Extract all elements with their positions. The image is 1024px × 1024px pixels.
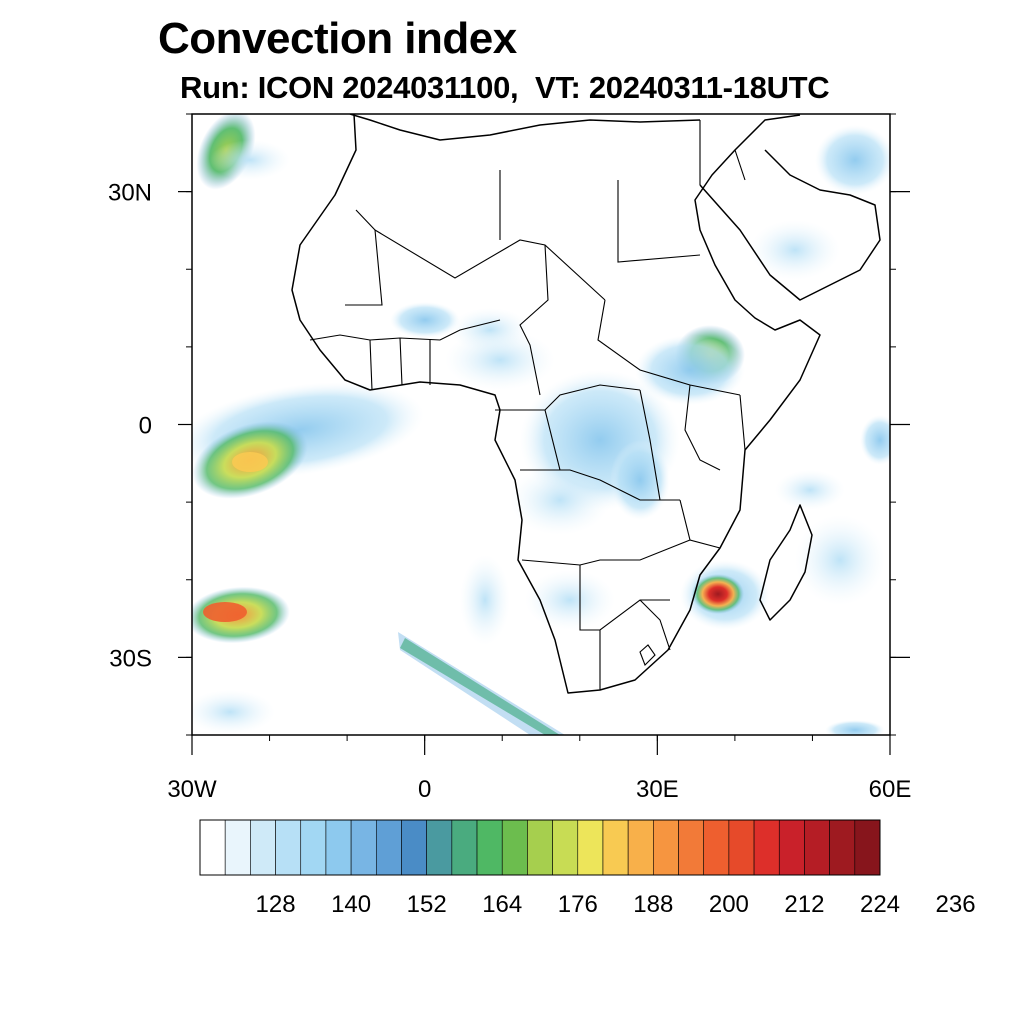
colorbar-frame: [199, 819, 881, 876]
colorbar-swatch: [350, 819, 377, 876]
x-tick-label: 30E: [636, 776, 679, 803]
x-tick-label: 30W: [167, 776, 217, 803]
colorbar-swatch: [375, 819, 402, 876]
axes: 30N 0 30S 30W 0 30E 60E: [108, 113, 912, 803]
colorbar-swatch: [778, 819, 805, 876]
map-title: Convection index: [158, 14, 517, 63]
colorbar-label: 200: [709, 891, 749, 918]
convection-field: [192, 114, 890, 735]
country-borders: [309, 120, 746, 690]
colorbar-label: 140: [331, 891, 371, 918]
colorbar-label: 176: [558, 891, 598, 918]
colorbar: 128 140 152 164 176 188 200 212 224 236: [199, 819, 976, 918]
colorbar-label: 164: [482, 891, 522, 918]
colorbar-swatch: [804, 819, 830, 876]
y-tick-label: 30S: [109, 645, 152, 672]
colorbar-label: 188: [633, 891, 673, 918]
colorbar-swatch: [325, 819, 352, 876]
colorbar-swatch: [224, 819, 251, 876]
colorbar-swatch: [602, 819, 629, 876]
colorbar-swatch: [653, 819, 679, 876]
colorbar-swatch: [753, 819, 780, 876]
colorbar-swatch: [275, 819, 302, 876]
x-tick-label: 0: [418, 776, 431, 803]
y-tick-label: 30N: [108, 180, 152, 207]
colorbar-swatch: [854, 819, 881, 876]
colorbar-label: 236: [936, 891, 976, 918]
y-tick-label: 0: [139, 413, 152, 440]
colorbar-label: 152: [407, 891, 447, 918]
colorbar-swatch: [401, 819, 427, 876]
colorbar-swatch: [552, 819, 579, 876]
colorbar-label: 224: [860, 891, 900, 918]
colorbar-label: 128: [256, 891, 296, 918]
colorbar-swatch: [527, 819, 553, 876]
colorbar-swatch: [728, 819, 755, 876]
colorbar-swatch: [426, 819, 453, 876]
colorbar-swatch: [577, 819, 604, 876]
colorbar-swatch: [501, 819, 528, 876]
x-tick-label: 60E: [869, 776, 912, 803]
colorbar-swatch: [250, 819, 276, 876]
colorbar-swatch: [703, 819, 730, 876]
map-subtitle: Run: ICON 2024031100, VT: 20240311-18UTC: [180, 70, 830, 105]
colorbar-swatch: [199, 819, 226, 876]
colorbar-label: 212: [784, 891, 824, 918]
colorbar-swatch: [678, 819, 705, 876]
colorbar-swatch: [476, 819, 503, 876]
colorbar-swatch: [829, 819, 856, 876]
colorbar-swatch: [627, 819, 654, 876]
coastlines: [291, 114, 881, 694]
colorbar-swatch: [451, 819, 478, 876]
colorbar-swatch: [300, 819, 327, 876]
